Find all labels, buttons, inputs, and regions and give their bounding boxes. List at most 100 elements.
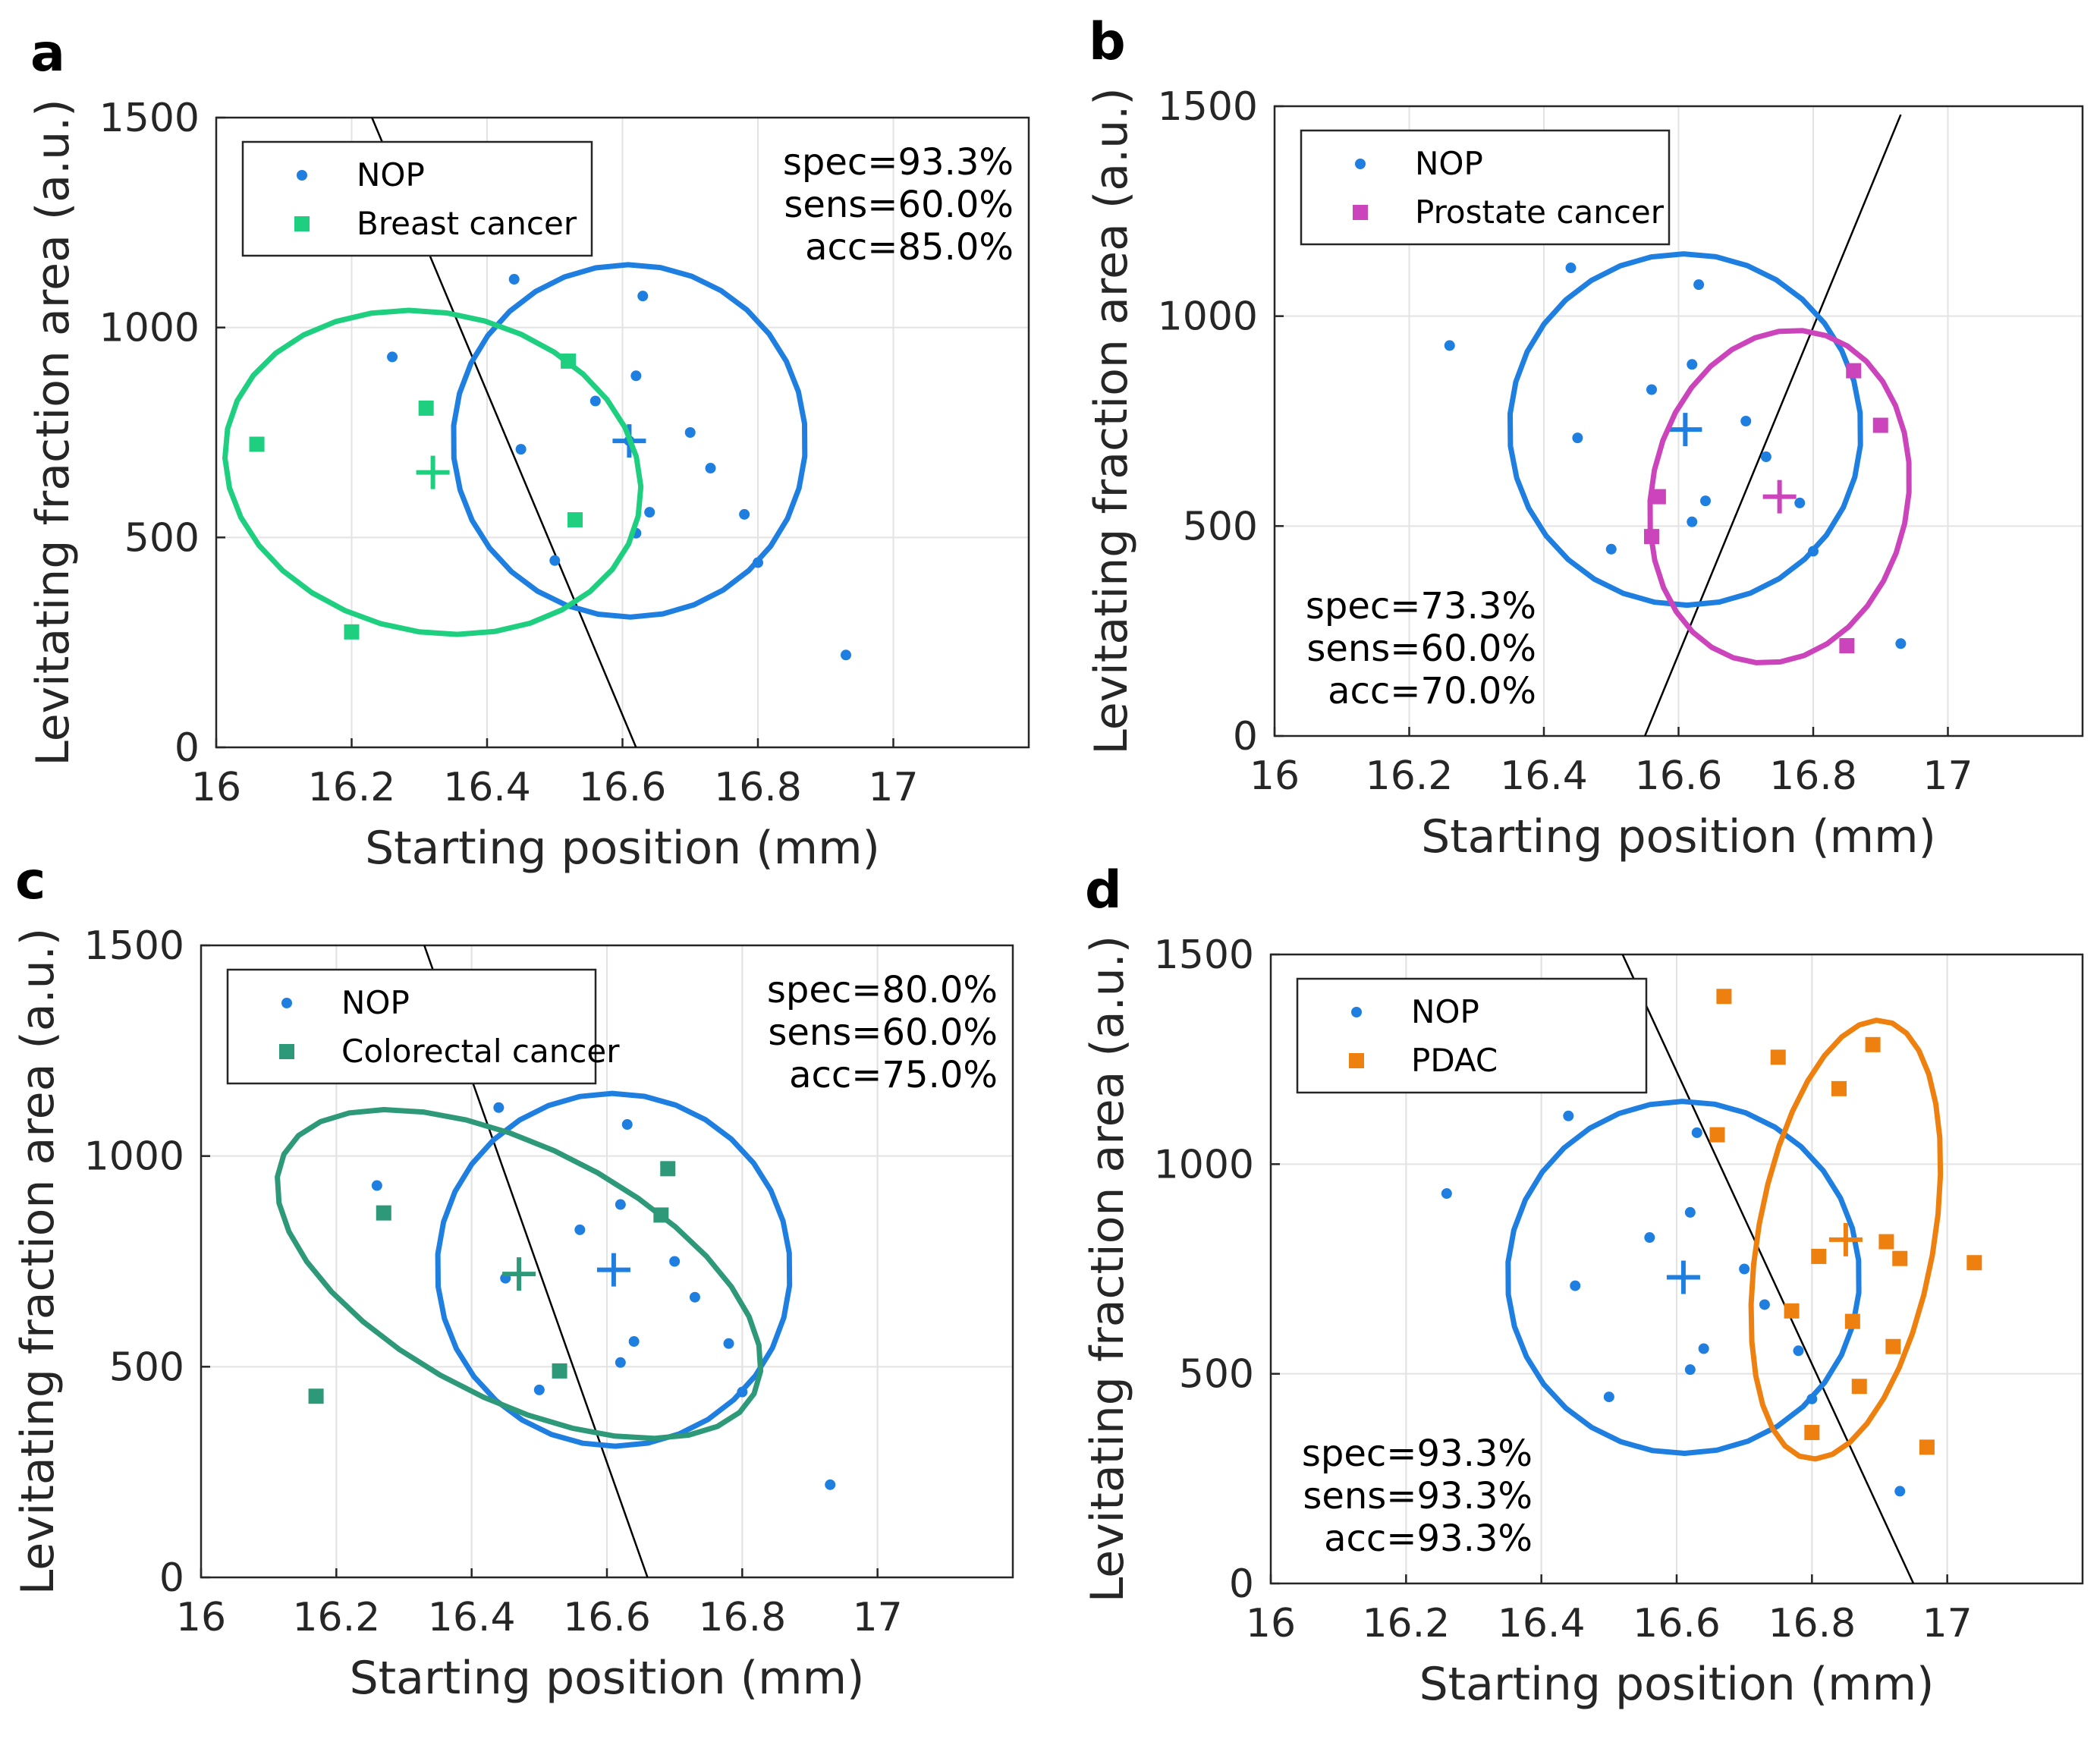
plot-area [1441,954,1982,1583]
data-point [753,557,763,568]
data-point [1739,1263,1750,1275]
data-point [493,1102,505,1113]
stats-line: acc=85.0% [805,226,1014,269]
data-point [1793,1345,1804,1357]
data-point [841,649,852,661]
data-point [561,353,577,369]
legend-label: Prostate cancer [1415,193,1665,231]
legend-label: Colorectal cancer [341,1033,620,1070]
data-point [515,444,527,455]
y-tick-label: 0 [1229,1561,1254,1607]
legend-label: NOP [1415,145,1483,182]
data-point [1698,1343,1709,1354]
stats-line: spec=93.3% [1302,1432,1533,1475]
data-point [552,1363,567,1379]
x-tick-label: 16 [1246,1601,1296,1646]
x-tick-label: 16.8 [1768,1601,1856,1646]
data-point [308,1388,324,1404]
data-point [615,1357,626,1368]
data-point [1572,432,1583,444]
data-point [344,624,360,640]
classification-stats: spec=80.0%sens=60.0%acc=75.0% [767,969,998,1096]
x-tick-label: 16 [191,765,241,810]
y-tick-label: 1500 [1154,932,1254,978]
data-point [1784,1303,1800,1319]
plot-area [1444,114,1912,736]
data-point [684,427,696,438]
data-point [1644,1232,1655,1244]
legend-marker [1351,1007,1362,1017]
x-tick-label: 16 [176,1595,226,1640]
data-point [653,1207,669,1223]
data-point [1693,279,1705,291]
y-tick-label: 500 [1179,1352,1254,1398]
x-tick-label: 16.4 [1500,753,1588,799]
data-point [1441,1188,1452,1200]
y-tick-label: 1000 [1158,294,1258,340]
x-tick-label: 16.4 [1498,1601,1586,1646]
y-tick-label: 1000 [84,1134,184,1180]
data-point [1885,1338,1901,1354]
legend: NOP Breast cancer [241,140,593,257]
series-nop [387,262,852,661]
data-point [739,508,750,520]
legend-label: Breast cancer [357,205,577,242]
data-point [1565,263,1577,274]
data-point [1760,451,1771,463]
data-point [1691,1127,1702,1138]
data-point [1811,1248,1827,1264]
legend-label: NOP [341,984,410,1021]
y-axis-label: Levitating fraction area (a.u.) [11,928,64,1595]
data-point [1646,384,1657,395]
data-point [1770,1049,1786,1065]
legend-marker [1355,159,1366,169]
legend-marker [279,1044,294,1059]
data-point [418,400,434,416]
data-point [637,291,649,302]
stats-line: sens=60.0% [784,184,1014,226]
legend-box [241,140,593,257]
stats-line: acc=75.0% [789,1054,998,1096]
legend-marker [281,998,292,1008]
legend-marker [294,216,310,231]
x-tick-label: 16.4 [443,765,531,810]
x-tick-label: 16.8 [1769,753,1857,799]
data-point [1700,495,1711,507]
series-breast [222,307,644,640]
x-tick-label: 17 [1922,1601,1973,1646]
data-point [1804,1425,1820,1441]
x-tick-label: 16.6 [563,1595,651,1640]
series-nop [371,1090,836,1490]
x-tick-label: 17 [868,765,918,810]
data-point [705,463,716,474]
data-point [533,1384,545,1395]
stats-line: sens=60.0% [1306,627,1536,670]
x-tick-label: 17 [853,1595,903,1640]
x-axis-label: Starting position (mm) [365,822,880,875]
confidence-ellipse [275,1107,764,1442]
data-point [1740,416,1752,426]
legend-box [1296,977,1648,1094]
data-point [1872,417,1888,433]
data-point [644,507,655,518]
legend-marker [297,170,307,181]
plot-area [275,945,836,1577]
data-point [737,1386,748,1398]
x-axis-label: Starting position (mm) [1419,1658,1935,1711]
legend: NOP Prostate cancer [1300,129,1671,246]
data-point [574,1224,586,1235]
confidence-ellipse [1647,328,1912,665]
y-tick-label: 500 [109,1344,184,1390]
y-tick-label: 1500 [84,923,184,969]
data-point [1831,1080,1847,1096]
series-pdac [1709,989,1982,1462]
x-tick-label: 16.6 [579,765,667,810]
legend-marker [1353,205,1368,220]
confidence-ellipse [1507,251,1863,608]
data-point [630,370,642,382]
data-point [1563,1110,1574,1121]
series-colorectal [275,1107,764,1442]
panel-b: b 16 16.2 16.4 16.6 16.8 17 0 500 1000 1500 Startin… [1085,12,2084,863]
data-point [628,1336,640,1347]
data-point [1444,340,1455,351]
